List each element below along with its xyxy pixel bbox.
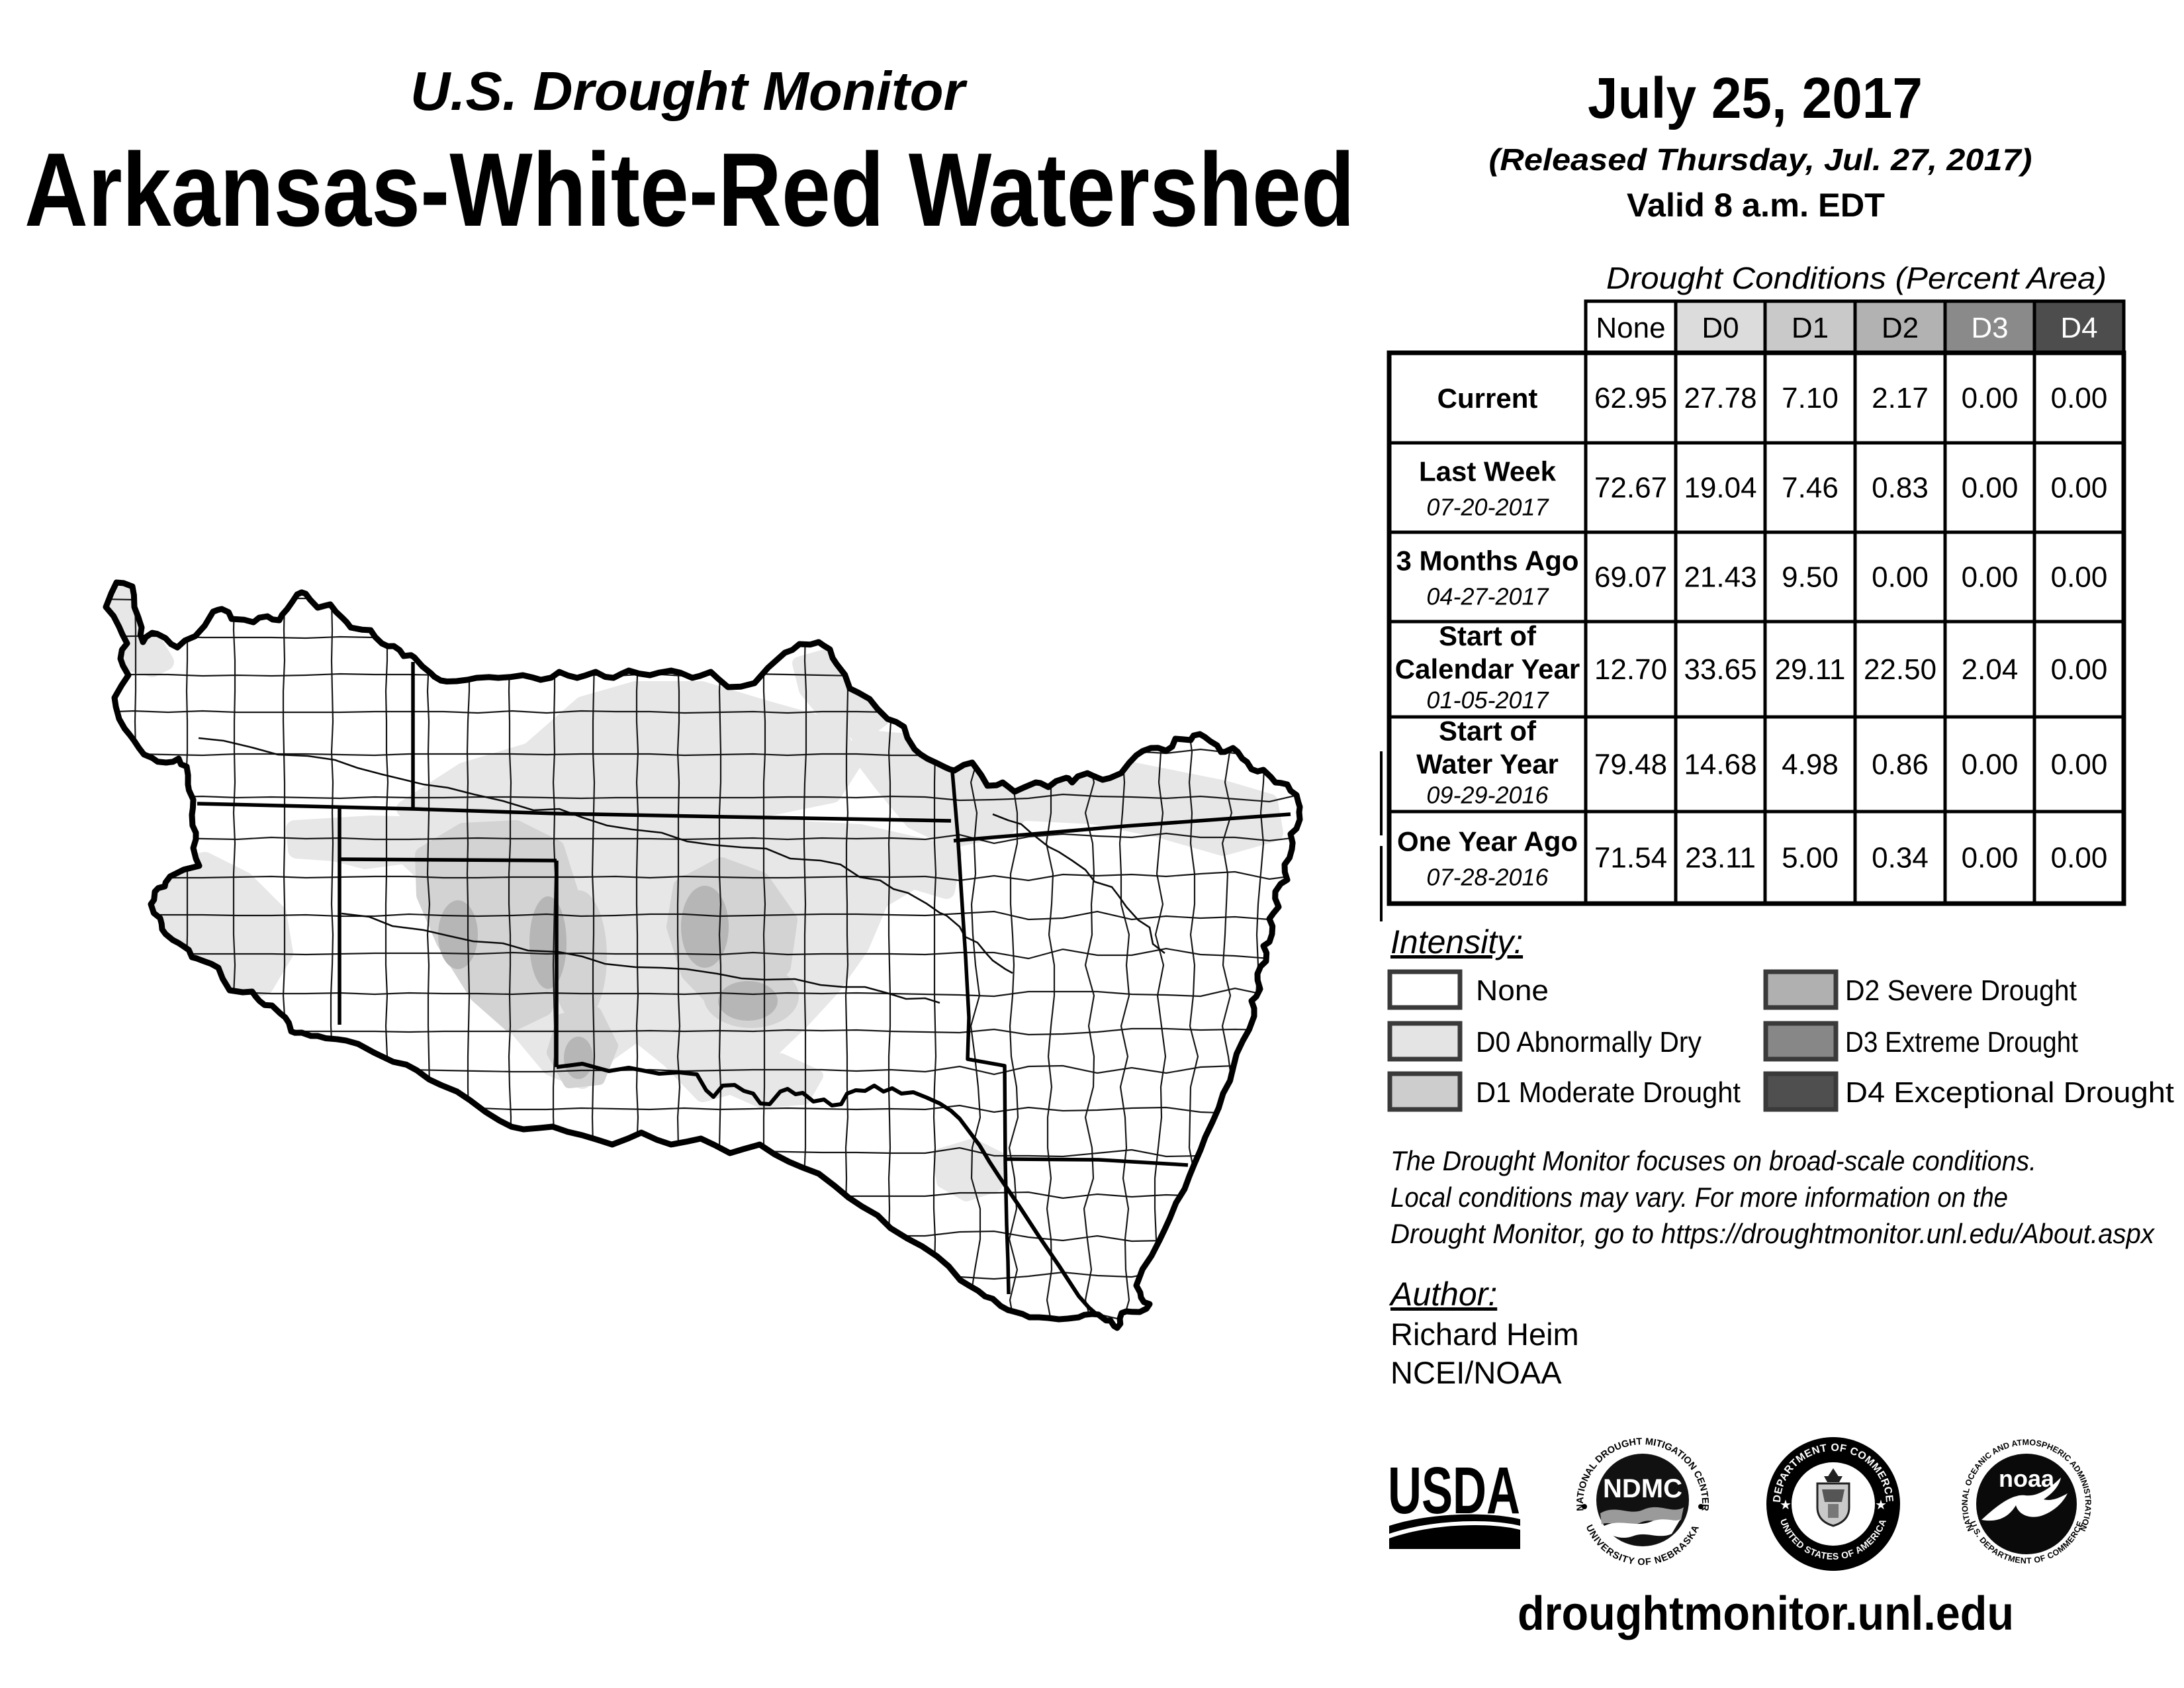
svg-text:19.04: 19.04 bbox=[1684, 472, 1756, 504]
svg-text:07-20-2017: 07-20-2017 bbox=[1426, 494, 1549, 521]
svg-text:D4 Exceptional Drought: D4 Exceptional Drought bbox=[1845, 1076, 2174, 1109]
svg-text:0.00: 0.00 bbox=[2051, 653, 2108, 686]
svg-text:4.98: 4.98 bbox=[1782, 749, 1839, 781]
svg-text:Current: Current bbox=[1437, 383, 1538, 414]
svg-text:22.50: 22.50 bbox=[1864, 653, 1936, 686]
svg-text:0.86: 0.86 bbox=[1872, 749, 1929, 781]
svg-text:None: None bbox=[1596, 312, 1665, 344]
svg-text:D2: D2 bbox=[1882, 312, 1919, 344]
svg-text:0.00: 0.00 bbox=[1872, 561, 1929, 594]
svg-text:69.07: 69.07 bbox=[1594, 561, 1667, 594]
svg-text:04-27-2017: 04-27-2017 bbox=[1426, 583, 1549, 610]
svg-text:29.11: 29.11 bbox=[1775, 653, 1846, 686]
svg-text:7.46: 7.46 bbox=[1782, 472, 1839, 504]
svg-text:0.00: 0.00 bbox=[2051, 749, 2108, 781]
svg-text:2.17: 2.17 bbox=[1872, 382, 1929, 414]
svg-text:Water Year: Water Year bbox=[1416, 749, 1559, 780]
svg-text:Local conditions may vary. For: Local conditions may vary. For more info… bbox=[1390, 1182, 2008, 1213]
svg-text:Intensity:: Intensity: bbox=[1390, 923, 1523, 961]
svg-text:62.95: 62.95 bbox=[1594, 382, 1667, 414]
svg-text:01-05-2017: 01-05-2017 bbox=[1426, 686, 1549, 714]
svg-text:Author:: Author: bbox=[1388, 1276, 1497, 1313]
svg-text:One Year Ago: One Year Ago bbox=[1397, 826, 1578, 857]
svg-text:23.11: 23.11 bbox=[1685, 842, 1756, 874]
svg-text:0.00: 0.00 bbox=[1962, 472, 2019, 504]
svg-text:noaa: noaa bbox=[1999, 1465, 2055, 1492]
svg-text:0.00: 0.00 bbox=[1962, 749, 2019, 781]
svg-text:D3 Extreme Drought: D3 Extreme Drought bbox=[1845, 1026, 2078, 1058]
svg-text:None: None bbox=[1476, 974, 1549, 1007]
svg-text:NCEI/NOAA: NCEI/NOAA bbox=[1390, 1355, 1562, 1390]
svg-text:7.10: 7.10 bbox=[1782, 382, 1839, 414]
svg-text:07-28-2016: 07-28-2016 bbox=[1426, 864, 1549, 891]
svg-text:3 Months Ago: 3 Months Ago bbox=[1396, 545, 1578, 577]
svg-text:D1 Moderate Drought: D1 Moderate Drought bbox=[1476, 1076, 1741, 1109]
svg-text:D0 Abnormally Dry: D0 Abnormally Dry bbox=[1476, 1026, 1702, 1058]
svg-text:0.00: 0.00 bbox=[2051, 472, 2108, 504]
svg-text:0.34: 0.34 bbox=[1872, 842, 1929, 874]
svg-text:5.00: 5.00 bbox=[1782, 842, 1839, 874]
svg-text:Valid 8 a.m. EDT: Valid 8 a.m. EDT bbox=[1627, 187, 1885, 224]
svg-text:Calendar Year: Calendar Year bbox=[1395, 653, 1580, 684]
svg-text:2.04: 2.04 bbox=[1962, 653, 2019, 686]
svg-text:09-29-2016: 09-29-2016 bbox=[1426, 782, 1549, 809]
svg-text:Start of: Start of bbox=[1439, 716, 1537, 747]
svg-text:D3: D3 bbox=[1971, 312, 2008, 344]
svg-text:Drought Conditions (Percent Ar: Drought Conditions (Percent Area) bbox=[1606, 261, 2107, 295]
svg-text:July 25, 2017: July 25, 2017 bbox=[1588, 66, 1923, 130]
svg-text:12.70: 12.70 bbox=[1594, 653, 1667, 686]
svg-text:0.00: 0.00 bbox=[1962, 561, 2019, 594]
svg-text:0.00: 0.00 bbox=[1962, 382, 2019, 414]
svg-text:27.78: 27.78 bbox=[1684, 382, 1756, 414]
svg-text:U.S. Drought Monitor: U.S. Drought Monitor bbox=[410, 60, 968, 122]
svg-text:Last Week: Last Week bbox=[1419, 456, 1557, 487]
svg-text:14.68: 14.68 bbox=[1684, 749, 1756, 781]
svg-text:79.48: 79.48 bbox=[1594, 749, 1667, 781]
svg-text:(Released Thursday, Jul. 27, 2: (Released Thursday, Jul. 27, 2017) bbox=[1489, 142, 2032, 177]
svg-text:droughtmonitor.unl.edu: droughtmonitor.unl.edu bbox=[1518, 1587, 2014, 1640]
svg-text:The Drought Monitor focuses on: The Drought Monitor focuses on broad-sca… bbox=[1390, 1145, 2036, 1176]
svg-text:0.83: 0.83 bbox=[1872, 472, 1929, 504]
svg-text:Arkansas-White-Red Watershed: Arkansas-White-Red Watershed bbox=[24, 132, 1355, 248]
svg-text:D0: D0 bbox=[1702, 312, 1739, 344]
svg-text:0.00: 0.00 bbox=[2051, 561, 2108, 594]
svg-text:Richard Heim: Richard Heim bbox=[1390, 1317, 1579, 1352]
svg-text:0.00: 0.00 bbox=[2051, 382, 2108, 414]
svg-text:0.00: 0.00 bbox=[1962, 842, 2019, 874]
svg-text:71.54: 71.54 bbox=[1594, 842, 1667, 874]
svg-text:0.00: 0.00 bbox=[2051, 842, 2108, 874]
svg-text:9.50: 9.50 bbox=[1782, 561, 1839, 594]
svg-text:33.65: 33.65 bbox=[1684, 653, 1756, 686]
svg-text:21.43: 21.43 bbox=[1684, 561, 1756, 594]
svg-text:D1: D1 bbox=[1792, 312, 1829, 344]
svg-text:Drought Monitor, go to https:/: Drought Monitor, go to https://droughtmo… bbox=[1390, 1218, 2156, 1249]
svg-text:NDMC: NDMC bbox=[1603, 1474, 1682, 1503]
svg-text:Start of: Start of bbox=[1439, 620, 1537, 651]
svg-text:72.67: 72.67 bbox=[1594, 472, 1667, 504]
svg-text:★: ★ bbox=[1875, 1498, 1887, 1513]
svg-text:★: ★ bbox=[1780, 1498, 1792, 1513]
svg-text:D4: D4 bbox=[2060, 312, 2097, 344]
svg-text:D2 Severe Drought: D2 Severe Drought bbox=[1845, 974, 2077, 1007]
